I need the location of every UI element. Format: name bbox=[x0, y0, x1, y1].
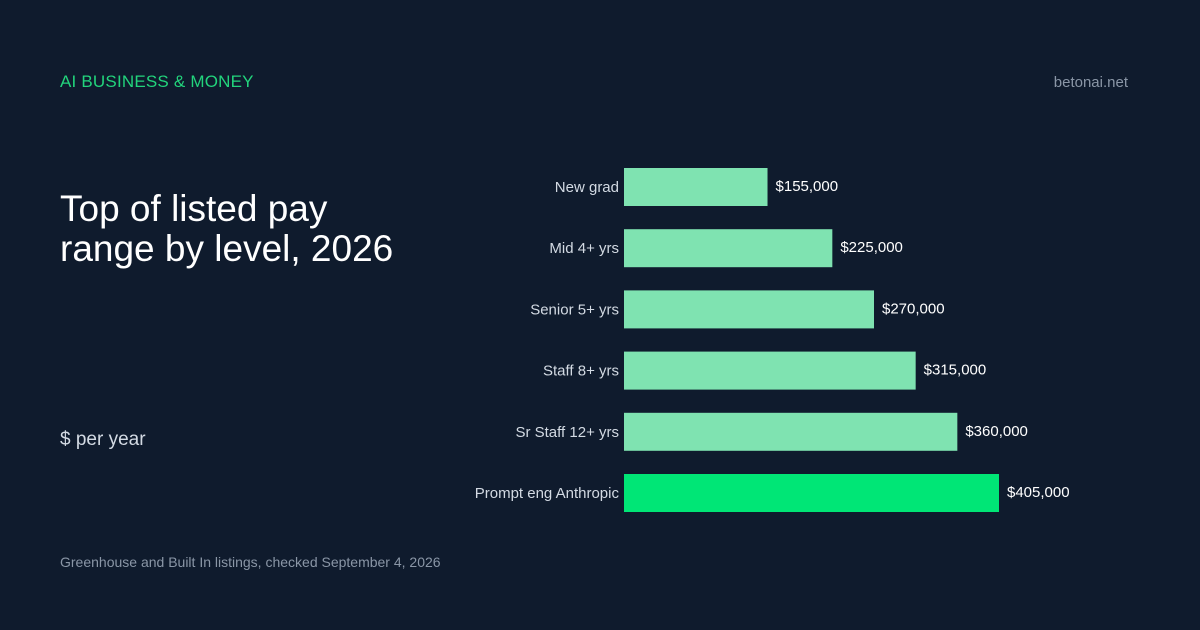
bar-1 bbox=[624, 229, 833, 268]
bar-3 bbox=[624, 351, 916, 390]
value-label-4: $360,000 bbox=[965, 423, 1028, 440]
bar-5 bbox=[624, 474, 999, 512]
bar-4 bbox=[624, 412, 958, 451]
category-label-4: Sr Staff 12+ yrs bbox=[515, 424, 619, 441]
unit-note: $ per year bbox=[60, 429, 146, 450]
value-label-1: $225,000 bbox=[840, 239, 903, 256]
bar-2 bbox=[624, 290, 874, 329]
category-label-5: Prompt eng Anthropic bbox=[475, 485, 620, 502]
category-label-2: Senior 5+ yrs bbox=[530, 301, 619, 318]
category-label-1: Mid 4+ yrs bbox=[549, 240, 619, 257]
value-label-0: $155,000 bbox=[776, 178, 839, 195]
source-note: Greenhouse and Built In listings, checke… bbox=[60, 554, 441, 570]
value-label-3: $315,000 bbox=[924, 362, 987, 379]
value-label-5: $405,000 bbox=[1007, 484, 1070, 501]
kicker-label: AI BUSINESS & MONEY bbox=[60, 72, 254, 91]
site-name: betonai.net bbox=[1053, 74, 1128, 91]
bar-0 bbox=[624, 168, 768, 206]
category-label-3: Staff 8+ yrs bbox=[543, 363, 619, 380]
chart-title: Top of listed pay range by level, 2026 bbox=[60, 188, 394, 269]
value-label-2: $270,000 bbox=[882, 300, 945, 317]
category-label-0: New grad bbox=[555, 179, 619, 196]
